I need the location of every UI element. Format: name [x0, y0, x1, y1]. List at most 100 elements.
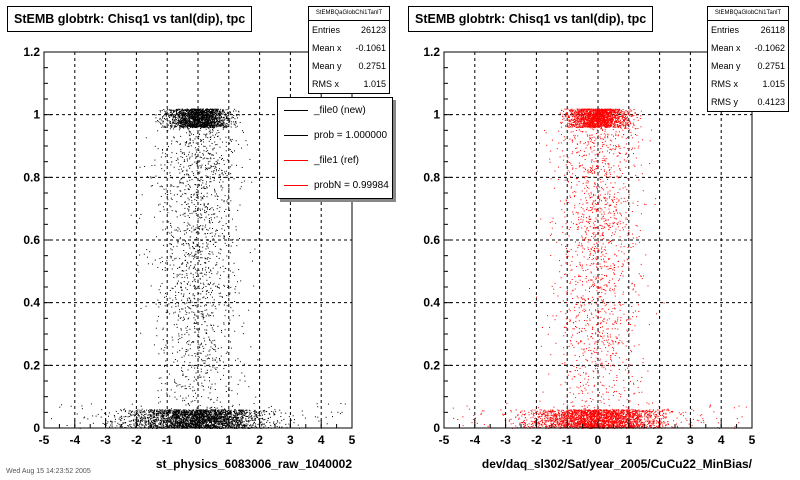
left-point: [187, 419, 188, 421]
left-point: [210, 414, 212, 416]
left-point: [167, 420, 169, 422]
left-point: [199, 405, 201, 406]
left-point: [183, 122, 185, 124]
left-point: [161, 413, 162, 415]
left-point: [187, 349, 189, 351]
left-point: [225, 425, 226, 427]
left-point: [189, 109, 191, 111]
left-point: [171, 152, 173, 154]
left-point: [198, 109, 200, 110]
left-point: [221, 416, 223, 417]
left-point: [143, 417, 145, 419]
left-point: [162, 411, 164, 413]
left-point: [203, 416, 204, 417]
left-point: [206, 125, 208, 127]
left-point: [138, 419, 139, 421]
left-point: [178, 410, 179, 412]
left-point: [194, 161, 196, 163]
left-point: [206, 117, 208, 119]
left-point: [219, 125, 221, 126]
left-point: [145, 422, 147, 424]
left-point: [208, 115, 210, 117]
left-point: [190, 265, 192, 267]
left-point: [188, 340, 190, 342]
left-point: [183, 121, 185, 123]
left-point: [199, 346, 200, 348]
left-point: [187, 412, 189, 414]
left-point: [160, 413, 161, 415]
left-point: [246, 425, 248, 427]
left-point: [238, 110, 240, 112]
left-point: [187, 120, 189, 122]
left-point: [218, 418, 220, 420]
left-point: [176, 111, 178, 113]
left-point: [201, 412, 203, 414]
left-point: [168, 115, 170, 116]
left-point: [140, 332, 142, 334]
left-point: [160, 422, 161, 424]
left-point: [235, 425, 237, 427]
left-point: [206, 168, 207, 169]
left-point: [206, 113, 208, 115]
left-point: [221, 296, 223, 298]
left-point: [129, 425, 131, 427]
left-point: [122, 422, 124, 424]
left-point: [224, 124, 226, 126]
left-point: [192, 420, 194, 422]
left-point: [181, 121, 183, 123]
left-point: [169, 412, 171, 414]
left-point: [217, 235, 219, 237]
left-point: [138, 415, 140, 417]
left-point: [235, 414, 237, 416]
left-point: [154, 423, 156, 425]
left-point: [196, 194, 198, 196]
left-point: [234, 124, 236, 126]
left-point: [160, 111, 161, 113]
left-point: [150, 418, 152, 419]
left-point: [212, 409, 214, 411]
left-point: [150, 176, 152, 178]
left-point: [168, 417, 170, 419]
left-point: [230, 413, 232, 415]
left-point: [184, 417, 186, 419]
left-point: [152, 422, 154, 424]
left-point: [169, 426, 171, 428]
left-point: [225, 426, 227, 428]
left-point: [147, 414, 149, 416]
left-point: [222, 187, 224, 189]
left-point: [241, 420, 243, 422]
left-point: [197, 172, 199, 174]
left-point: [201, 411, 203, 413]
left-point: [191, 409, 193, 411]
left-point: [153, 412, 155, 414]
left-point: [164, 126, 166, 128]
left-point: [250, 412, 252, 414]
left-point: [230, 415, 232, 417]
left-point: [235, 122, 237, 124]
left-point: [184, 424, 186, 426]
left-point: [183, 423, 184, 425]
left-point: [151, 411, 153, 413]
left-point: [216, 422, 218, 424]
left-point: [208, 420, 209, 422]
left-point: [183, 270, 185, 272]
left-point: [168, 109, 170, 111]
left-point: [187, 119, 189, 121]
left-point: [187, 116, 189, 118]
left-point: [179, 423, 181, 425]
left-point: [219, 118, 221, 120]
left-point: [205, 293, 207, 295]
left-point: [241, 426, 243, 428]
left-point: [202, 125, 204, 127]
left-point: [207, 208, 208, 210]
left-point: [224, 229, 226, 231]
left-point: [185, 426, 187, 428]
left-point: [200, 368, 202, 370]
left-point: [246, 412, 247, 414]
left-point: [180, 126, 182, 128]
left-point: [171, 256, 173, 258]
left-point: [230, 245, 232, 247]
left-point: [226, 351, 228, 353]
left-point: [192, 414, 194, 416]
left-point: [169, 419, 171, 420]
